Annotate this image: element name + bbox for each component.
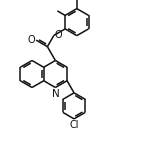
Text: O: O — [28, 35, 35, 45]
Text: Cl: Cl — [69, 120, 79, 130]
Text: N: N — [52, 89, 60, 99]
Text: O: O — [55, 30, 62, 40]
